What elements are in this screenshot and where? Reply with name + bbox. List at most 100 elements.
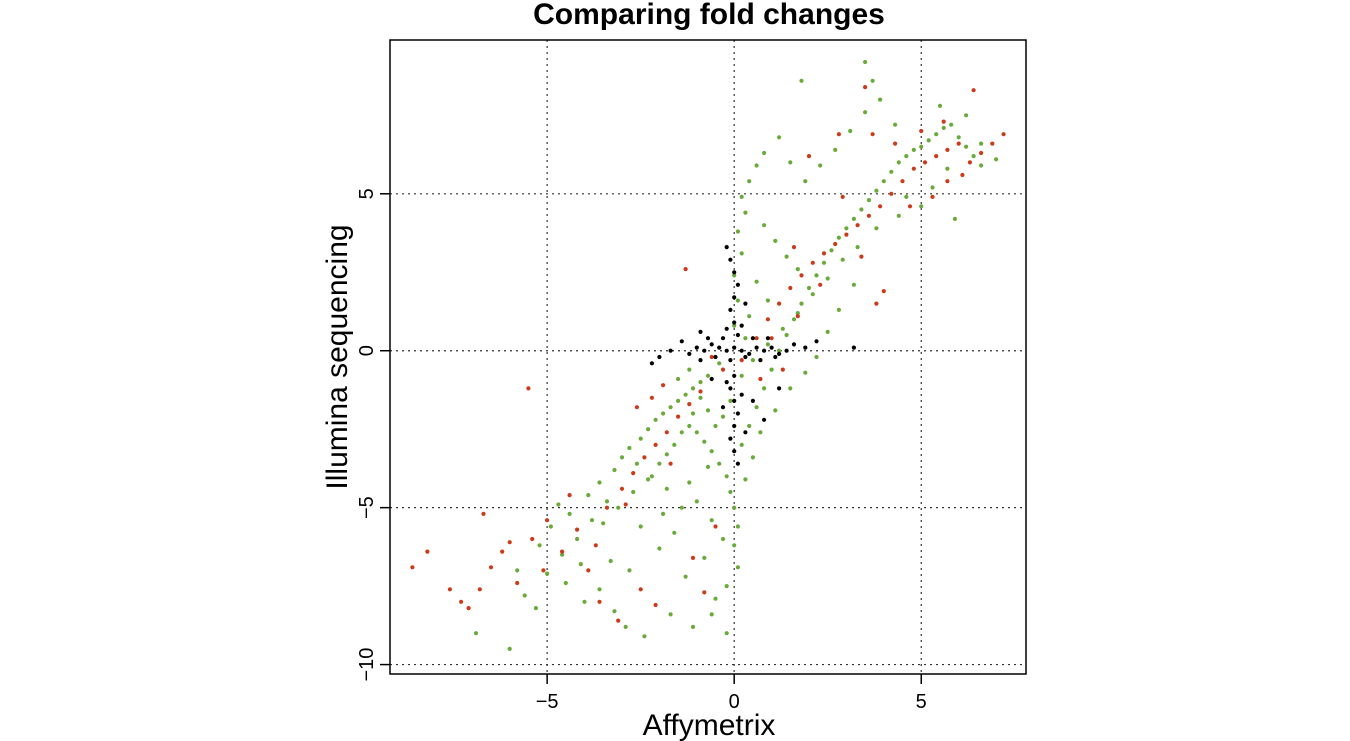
data-point — [732, 320, 737, 325]
data-point — [795, 311, 800, 316]
data-point — [593, 543, 598, 548]
data-point — [893, 141, 898, 146]
data-point — [664, 430, 669, 435]
data-point — [806, 285, 812, 291]
data-point — [810, 292, 815, 297]
y-tick-label: −10 — [356, 648, 378, 682]
data-point — [814, 339, 819, 344]
data-point — [743, 210, 748, 215]
data-point — [724, 348, 729, 353]
data-point — [724, 245, 729, 250]
data-point — [646, 427, 651, 432]
data-point — [720, 405, 726, 410]
data-point — [709, 354, 714, 360]
data-point — [911, 166, 916, 171]
data-point — [747, 179, 752, 184]
data-point — [500, 549, 505, 554]
data-point — [616, 505, 621, 510]
data-point — [799, 301, 804, 306]
data-point — [698, 380, 703, 385]
data-point — [720, 414, 726, 419]
data-point — [739, 348, 744, 353]
data-point — [732, 505, 737, 510]
data-point — [926, 138, 931, 143]
data-point — [825, 329, 830, 334]
data-point — [874, 188, 879, 193]
data-point — [735, 332, 741, 338]
data-point — [687, 423, 692, 429]
data-point — [567, 511, 572, 516]
data-point — [739, 251, 744, 256]
data-point — [930, 194, 935, 199]
data-point — [601, 521, 606, 526]
data-point — [687, 367, 692, 372]
data-point — [971, 88, 976, 93]
data-point — [634, 461, 640, 466]
data-point — [814, 273, 819, 278]
data-point — [791, 245, 797, 250]
data-point — [705, 373, 711, 378]
data-point — [833, 147, 838, 152]
data-point — [799, 273, 804, 278]
data-point — [631, 471, 636, 476]
data-point — [556, 502, 561, 507]
data-point — [758, 376, 763, 382]
data-point — [676, 414, 681, 419]
data-point — [990, 141, 995, 146]
data-point — [631, 489, 636, 495]
data-point — [851, 345, 857, 350]
data-point — [956, 135, 961, 140]
data-point — [765, 317, 771, 322]
data-point — [773, 238, 778, 243]
data-point — [777, 301, 782, 306]
data-point — [724, 584, 729, 589]
data-point — [698, 395, 703, 400]
data-point — [653, 602, 658, 608]
data-point — [851, 216, 857, 221]
data-point — [945, 179, 950, 184]
data-point — [477, 587, 482, 592]
data-point — [582, 599, 587, 604]
data-point — [676, 376, 681, 382]
data-point — [941, 125, 946, 130]
data-point — [829, 248, 834, 253]
data-point — [881, 289, 886, 294]
data-point — [739, 392, 744, 397]
data-point — [836, 235, 842, 240]
data-point — [668, 405, 673, 410]
data-point — [818, 282, 823, 287]
data-point — [994, 157, 999, 162]
x-tick-label: 0 — [729, 691, 740, 713]
data-point — [732, 373, 737, 378]
data-point — [728, 307, 733, 312]
data-point — [840, 257, 845, 262]
data-point — [657, 354, 662, 360]
data-point — [728, 358, 733, 363]
data-point — [713, 354, 718, 360]
data-point — [979, 141, 984, 146]
data-point — [720, 536, 726, 542]
y-axis-label: Illumina sequencing — [321, 224, 354, 489]
data-point — [702, 590, 707, 595]
data-point — [743, 477, 748, 482]
data-point — [575, 527, 580, 532]
data-point — [724, 631, 729, 636]
data-point — [739, 323, 744, 328]
data-point — [657, 546, 662, 551]
data-point — [661, 383, 666, 388]
data-point — [533, 606, 539, 611]
data-point — [649, 474, 655, 479]
data-point — [945, 166, 950, 171]
data-point — [709, 612, 714, 617]
data-point — [919, 144, 924, 149]
data-point — [762, 223, 767, 228]
data-point — [724, 380, 729, 385]
data-point — [777, 386, 782, 391]
data-point — [709, 518, 714, 523]
data-point — [750, 398, 756, 403]
data-point — [698, 358, 703, 363]
data-point — [634, 405, 640, 410]
data-point — [735, 461, 741, 466]
data-point — [713, 524, 718, 529]
data-point — [720, 336, 726, 341]
